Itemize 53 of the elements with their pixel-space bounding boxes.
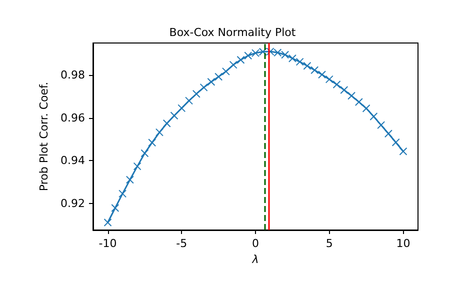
point bbox=[192, 90, 200, 98]
chart-title: Box-Cox Normality Plot bbox=[169, 26, 296, 39]
point bbox=[252, 49, 260, 58]
point bbox=[200, 83, 208, 92]
point bbox=[392, 138, 400, 146]
y-tick-label: 0.92 bbox=[60, 196, 85, 210]
point bbox=[399, 147, 408, 156]
y-axis-title: Prob Plot Corr. Coef. bbox=[38, 82, 51, 192]
point bbox=[303, 62, 312, 70]
y-tick-label: 0.94 bbox=[60, 154, 85, 168]
point bbox=[185, 96, 194, 105]
point bbox=[384, 130, 392, 138]
point bbox=[170, 112, 178, 120]
point bbox=[118, 190, 127, 198]
point bbox=[148, 138, 156, 147]
point bbox=[325, 75, 334, 84]
y-tick-label: 0.98 bbox=[60, 68, 85, 82]
point bbox=[348, 92, 356, 100]
y-tick-label: 0.96 bbox=[60, 111, 85, 124]
point bbox=[207, 78, 216, 86]
point bbox=[258, 48, 267, 56]
point bbox=[281, 50, 290, 59]
x-tick-label: -5 bbox=[176, 237, 188, 250]
point bbox=[370, 112, 378, 121]
x-tick-label: 10 bbox=[396, 237, 410, 250]
point bbox=[178, 104, 186, 112]
point bbox=[340, 86, 348, 94]
point bbox=[310, 66, 319, 74]
point bbox=[111, 204, 120, 212]
point bbox=[222, 67, 230, 76]
point bbox=[162, 119, 171, 128]
x-tick-label: 5 bbox=[326, 237, 333, 250]
x-tick-label: 0 bbox=[252, 237, 259, 250]
point bbox=[266, 48, 274, 56]
point bbox=[332, 80, 341, 88]
point bbox=[155, 128, 164, 136]
point bbox=[104, 218, 112, 227]
point bbox=[244, 52, 252, 60]
point bbox=[229, 60, 238, 69]
point bbox=[214, 72, 223, 81]
point bbox=[126, 176, 134, 184]
point bbox=[296, 58, 304, 66]
point bbox=[274, 48, 282, 57]
point bbox=[288, 54, 296, 62]
point bbox=[133, 162, 142, 170]
x-axis-title: λ bbox=[251, 253, 259, 266]
point bbox=[318, 70, 326, 79]
point bbox=[354, 98, 363, 106]
point bbox=[377, 121, 386, 130]
x-tick-label: -10 bbox=[98, 237, 117, 250]
point bbox=[362, 104, 370, 112]
point bbox=[236, 56, 245, 64]
point bbox=[140, 149, 149, 158]
